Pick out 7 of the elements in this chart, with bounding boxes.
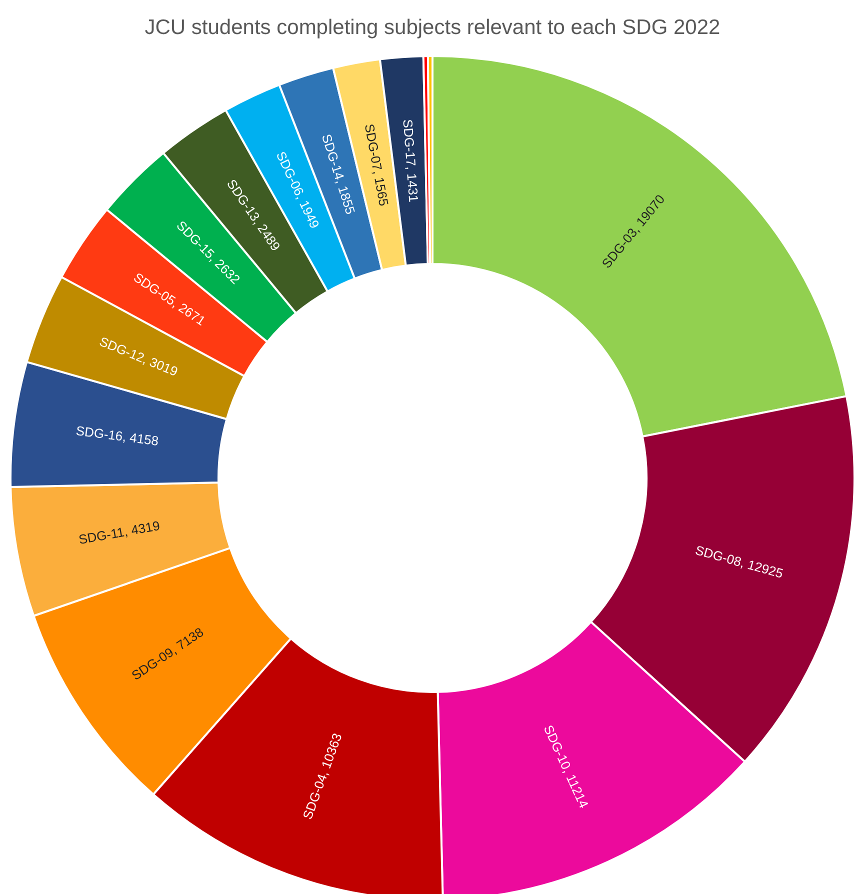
data-label: , 1431 <box>403 166 421 203</box>
data-label: , 4319 <box>122 518 162 540</box>
slice-label: SDG-14 <box>318 132 347 182</box>
chart-title: JCU students completing subjects relevant to each SDG 2022 <box>144 16 720 39</box>
slice-label: SDG-17 <box>400 118 418 167</box>
slice-label: SDG-11 <box>78 524 126 548</box>
data-label: , 4158 <box>122 429 160 449</box>
